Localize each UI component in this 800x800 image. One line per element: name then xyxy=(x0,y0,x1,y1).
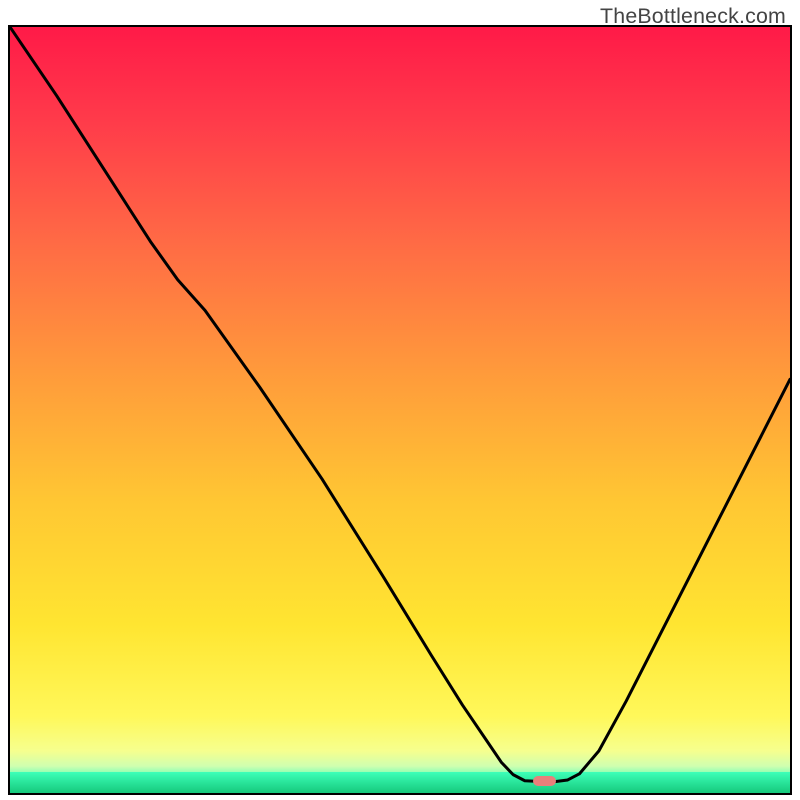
bottleneck-curve xyxy=(10,27,790,793)
curve-path xyxy=(10,27,790,782)
plot-border xyxy=(8,25,792,795)
chart-root: TheBottleneck.com xyxy=(0,0,800,800)
plot-area xyxy=(10,27,790,793)
bottleneck-marker xyxy=(533,776,556,786)
